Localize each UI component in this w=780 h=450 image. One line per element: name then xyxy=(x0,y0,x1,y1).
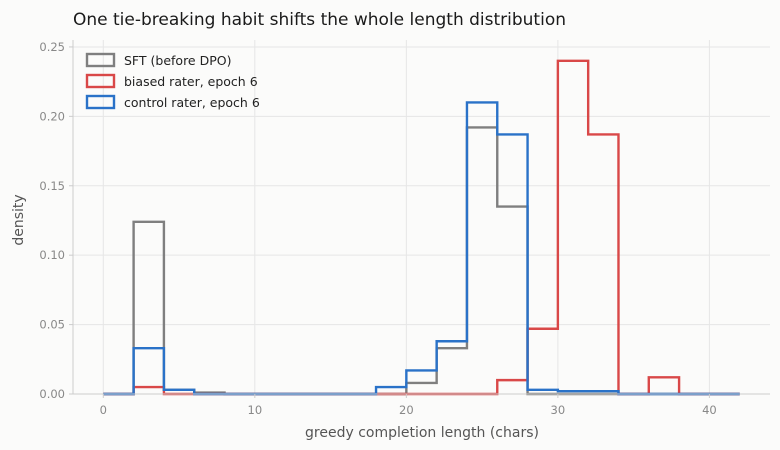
legend-swatch-biased-rater-epoch-6 xyxy=(85,73,116,89)
x-tick-label: 30 xyxy=(551,403,566,417)
y-axis-label: density xyxy=(11,194,27,245)
legend: SFT (before DPO) biased rater, epoch 6 con… xyxy=(85,52,260,110)
legend-swatch-sft-before-dpo xyxy=(85,52,116,68)
x-tick-label: 10 xyxy=(248,403,263,417)
x-tick-label: 0 xyxy=(100,403,107,417)
axes xyxy=(69,40,770,398)
tick-labels: 0 10 20 30 40 0.00 0.05 0.10 0.15 0.20 0.25 xyxy=(39,40,716,417)
histogram-series-biased-rater-epoch-6 xyxy=(103,59,740,396)
legend-label-sft-before-dpo: SFT (before DPO) xyxy=(124,53,231,68)
x-tick-label: 20 xyxy=(399,403,414,417)
histogram-series-sft-before-dpo xyxy=(103,126,740,396)
x-tick-label: 40 xyxy=(702,403,717,417)
x-axis-label: greedy completion length (chars) xyxy=(305,425,539,441)
y-tick-label: 0.05 xyxy=(39,318,65,332)
chart-title: One tie-breaking habit shifts the whole … xyxy=(73,10,566,30)
y-tick-label: 0.00 xyxy=(39,387,65,401)
legend-label-control-rater-epoch-6: control rater, epoch 6 xyxy=(124,95,260,110)
histogram-series-control-rater-epoch-6 xyxy=(103,101,740,396)
y-tick-label: 0.25 xyxy=(39,40,65,54)
legend-label-biased-rater-epoch-6: biased rater, epoch 6 xyxy=(124,74,258,89)
grid-lines xyxy=(73,40,770,395)
series-layer xyxy=(103,59,740,396)
legend-swatch-control-rater-epoch-6 xyxy=(85,94,116,110)
y-tick-label: 0.10 xyxy=(39,248,65,262)
y-tick-label: 0.20 xyxy=(39,109,65,123)
y-tick-label: 0.15 xyxy=(39,179,65,193)
